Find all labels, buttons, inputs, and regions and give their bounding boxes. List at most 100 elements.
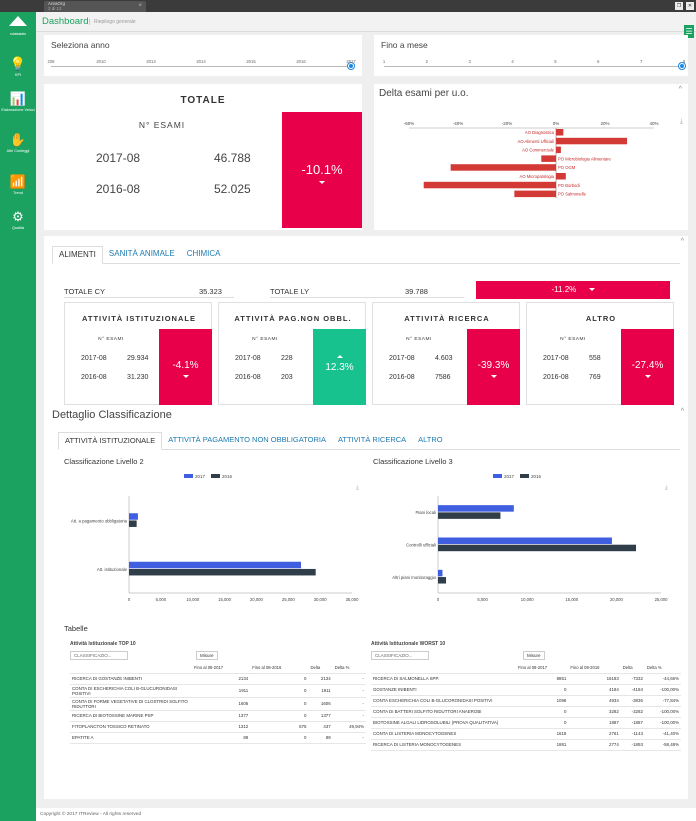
bar[interactable] <box>438 537 612 545</box>
delta-chart: -60% -40% -20% 0% 20% 40% AO Diagnostica AO Ali… <box>404 121 659 198</box>
row-value: -3836 <box>620 695 645 707</box>
table-title: Attività Istituzionale TOP 10 <box>70 641 136 647</box>
bar[interactable] <box>556 146 561 154</box>
row-value: 0 <box>516 706 569 718</box>
bar[interactable] <box>556 137 628 145</box>
x-tick-label: 15,000 <box>565 597 578 602</box>
collapse-icon[interactable]: ^ <box>678 86 682 93</box>
category-label: AO Commerciale <box>522 148 555 153</box>
tab-sanita-animale[interactable]: SANITÀ ANIMALE <box>108 249 175 258</box>
table-row[interactable]: RICERCA DI BIOTOSSINE MARINE PSP 1377 0 137… <box>70 710 366 722</box>
menu-button[interactable]: ☰ <box>684 25 694 38</box>
tab-altro[interactable]: ALTRO <box>418 435 443 444</box>
column-header[interactable]: Delta % <box>332 662 366 674</box>
collapse-icon[interactable]: ^ <box>680 408 684 415</box>
table-row[interactable]: EPATITE A 89 0 89- <box>70 732 366 744</box>
table-worst10: Attività Istituzionale WORST 10 CLASSIFIC… <box>371 641 681 751</box>
bar[interactable] <box>541 155 556 162</box>
totale-period-2: 2016-08 <box>96 182 141 196</box>
tab-att-istituzionale[interactable]: ATTIVITÀ ISTITUZIONALE <box>58 432 163 450</box>
tab-att-pagamento[interactable]: ATTIVITÀ PAGAMENTO NON OBBLIGATORIA <box>168 435 326 444</box>
legend-label: 2017 <box>195 474 206 479</box>
sidebar-item-trend[interactable]: 📶 Trend <box>0 174 36 196</box>
column-header[interactable]: Fino al 08-2017 <box>516 662 569 674</box>
x-tick-label: 0% <box>553 121 560 126</box>
table-search[interactable]: CLASSIFICAZIO... <box>371 651 429 660</box>
column-header[interactable]: Delta <box>308 662 333 674</box>
row-value: 1911 <box>308 684 333 698</box>
table-measures[interactable]: Misure <box>523 651 545 660</box>
activity-period-1: 2017-08 <box>543 355 569 362</box>
bar[interactable] <box>438 544 637 552</box>
close-button[interactable]: ✕ <box>686 2 694 10</box>
column-header[interactable]: Delta % <box>644 662 681 674</box>
browser-tab[interactable]: AreaOrg 2 di 13 × <box>44 1 146 12</box>
total-cy-label: TOTALE CY <box>64 287 105 296</box>
column-header[interactable]: Delta <box>620 662 645 674</box>
row-label: RICERCA DI SALMONELLA SPP. <box>371 673 516 685</box>
month-slider-handle[interactable] <box>679 63 685 69</box>
download-icon[interactable]: ⤓ <box>679 118 683 125</box>
month-tick-label: 4 <box>511 59 514 64</box>
column-header[interactable]: Fino al 08-2017 <box>192 662 251 674</box>
sidebar-item-elaborazione[interactable]: 📊 Elaborazione Veloci <box>1 91 35 113</box>
row-value: -44,66% <box>644 673 681 685</box>
table-title: Attività Istituzionale WORST 10 <box>371 641 446 647</box>
table-row[interactable]: FITOPLANCTON TOSSICO RETINATO 1312 875 437 4… <box>70 721 366 733</box>
header-cell <box>70 662 192 674</box>
bar[interactable] <box>514 190 556 198</box>
sidebar-item-conteggi[interactable]: ✋ Altri Conteggi <box>0 133 36 154</box>
table-row[interactable]: RICERCA DI GOSTANZE INIBENTI 2134 0 2134- <box>70 673 366 685</box>
bar-chart-icon: 📶 <box>9 174 27 189</box>
sidebar-item-kpi[interactable]: 💡 KPI <box>0 57 36 78</box>
table-row[interactable]: CONTA DI BATTERI SOLFITO RIDUTTORI ANAER… <box>371 706 681 718</box>
table-row[interactable]: GOSTANZE INIBENTI 0 4184 -4184 -100,00% <box>371 684 681 696</box>
bar[interactable] <box>450 164 556 171</box>
tabelle-label: Tabelle <box>64 624 88 633</box>
download-icon[interactable]: ⤓ <box>356 484 359 491</box>
table-row[interactable]: RICERCA DI LISTERIA MONOCYTOGENES 1881 277… <box>371 739 681 751</box>
year-slider-track[interactable] <box>51 66 351 67</box>
column-header[interactable]: Fino al 08-2016 <box>568 662 621 674</box>
tab-alimenti[interactable]: ALIMENTI <box>52 246 103 264</box>
bar[interactable] <box>129 520 137 527</box>
category-label: AO Micropatologia <box>520 174 555 179</box>
column-header[interactable]: Fino al 08-2016 <box>250 662 309 674</box>
table-row[interactable]: BIOTOSSINE ALGALI LIDROSOLUBILI (PROVA Q… <box>371 717 681 729</box>
bar[interactable] <box>129 561 302 569</box>
row-label: FITOPLANCTON TOSSICO RETINATO <box>70 721 192 733</box>
table-measures[interactable]: Misure <box>196 651 218 660</box>
row-value: 1098 <box>516 695 569 707</box>
activity-delta-badge: -39.3% <box>467 329 520 405</box>
table-row[interactable]: CONTA ESCHERICHIA COLI B-GLUCORONIDASI P… <box>371 695 681 707</box>
bar[interactable] <box>129 513 138 520</box>
month-slider-track[interactable] <box>384 66 684 67</box>
tab-chimica[interactable]: CHIMICA <box>186 249 221 258</box>
restore-button[interactable]: ❐ <box>675 2 683 10</box>
sidebar-item-qualita[interactable]: ⚙ Qualità <box>0 210 36 231</box>
year-slider-handle[interactable] <box>348 63 354 69</box>
tab-close-icon[interactable]: × <box>138 3 142 9</box>
x-tick-label: 25,000 <box>655 597 668 602</box>
totals-delta: -11.2% <box>551 285 577 294</box>
bar[interactable] <box>129 568 316 576</box>
download-icon[interactable]: ⤓ <box>665 484 668 491</box>
row-value: -4184 <box>620 684 645 696</box>
bar[interactable] <box>556 173 566 180</box>
table-row[interactable]: CONTA DI FORME VEGETATIVE DI CLOSTRIDI S… <box>70 697 366 711</box>
bar[interactable] <box>438 569 443 577</box>
collapse-icon[interactable]: ^ <box>680 238 684 245</box>
totals-delta-badge: -11.2% <box>476 281 670 299</box>
tab-att-ricerca[interactable]: ATTIVITÀ RICERCA <box>337 435 407 444</box>
bar[interactable] <box>438 577 447 584</box>
table-search[interactable]: CLASSIFICAZIO... <box>70 651 128 660</box>
table-row[interactable]: CONTA DI ESCHERICHIA COLI B-GLUCURONIDAS… <box>70 684 366 698</box>
row-value: 0 <box>250 684 309 698</box>
bar[interactable] <box>438 505 514 512</box>
bar[interactable] <box>556 129 564 136</box>
bar[interactable] <box>423 181 556 189</box>
bar[interactable] <box>438 512 501 519</box>
activity-period-2: 2016-08 <box>389 374 415 381</box>
table-row[interactable]: CONTA DI LISTERIA MONOCYTOGENES 1618 2761-… <box>371 728 681 740</box>
table-row[interactable]: RICERCA DI SALMONELLA SPP. 8851 16183 -7332… <box>371 673 681 685</box>
